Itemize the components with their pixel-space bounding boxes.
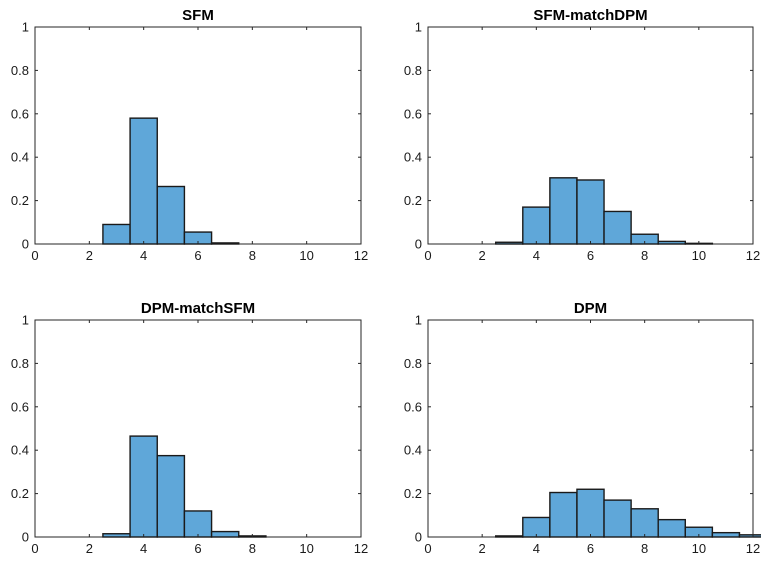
histogram-bar	[183, 510, 213, 538]
histogram-bar	[210, 530, 240, 538]
y-tick-label: 0.8	[404, 63, 422, 78]
y-tick-label: 1	[22, 313, 29, 328]
x-tick-label: 4	[140, 541, 147, 556]
panel-title: SFM-matchDPM	[533, 7, 647, 24]
histogram-bar	[210, 242, 240, 245]
x-tick-label: 8	[249, 248, 256, 263]
x-tick-label: 12	[746, 248, 760, 263]
x-tick-label: 10	[299, 248, 313, 263]
x-tick-label: 2	[86, 248, 93, 263]
panel-title: DPM-matchSFM	[141, 300, 255, 317]
histogram-bar	[549, 491, 578, 538]
histogram-bar	[603, 499, 632, 538]
y-tick-label: 0.8	[11, 356, 29, 371]
y-tick-label: 0.2	[404, 193, 422, 208]
y-tick-label: 0.4	[404, 150, 422, 165]
histogram-bar	[129, 435, 158, 538]
panel-title: SFM	[182, 7, 214, 24]
histogram-bar	[102, 223, 131, 245]
x-tick-label: 12	[354, 541, 368, 556]
histogram-bar	[495, 241, 524, 245]
histogram-bar	[102, 533, 131, 538]
histogram-bar	[549, 177, 578, 245]
y-tick-label: 1	[415, 20, 422, 35]
x-tick-label: 4	[533, 541, 540, 556]
panel-sfm: 0 2 4 6 8 10 12 0 0.2 0.4 0.6 0.8 1 SFM	[11, 7, 368, 263]
x-tick-label: 2	[86, 541, 93, 556]
x-tick-label: 0	[424, 248, 431, 263]
x-tick-label: 8	[249, 541, 256, 556]
panel-dpm-matchsfm: 0 2 4 6 8 10 12 0 0.2 0.4 0.6 0.8 1 DPM-matchSFM	[11, 300, 368, 556]
y-tick-label: 0.8	[11, 63, 29, 78]
histogram-bar	[657, 240, 686, 245]
y-tick-label: 0.2	[11, 193, 29, 208]
histogram-bar	[156, 185, 186, 245]
y-tick-label: 1	[415, 313, 422, 328]
y-tick-label: 0.4	[404, 443, 422, 458]
axes-frame	[34, 319, 362, 538]
x-tick-label: 0	[424, 541, 431, 556]
y-tick-label: 1	[22, 20, 29, 35]
y-tick-label: 0.6	[404, 106, 422, 121]
y-tick-label: 0.2	[11, 486, 29, 501]
x-tick-label: 8	[641, 248, 648, 263]
x-tick-label: 6	[194, 541, 201, 556]
axes-frame	[34, 26, 362, 245]
histogram-bar	[495, 535, 524, 538]
x-tick-label: 2	[479, 248, 486, 263]
y-tick-label: 0.4	[11, 443, 29, 458]
x-tick-label: 12	[354, 248, 368, 263]
x-tick-label: 6	[194, 248, 201, 263]
y-tick-label: 0	[22, 530, 29, 545]
x-tick-label: 2	[479, 541, 486, 556]
x-tick-label: 6	[587, 248, 594, 263]
x-tick-label: 6	[587, 541, 594, 556]
histogram-bar	[630, 508, 659, 538]
panel-dpm: 0 2 4 6 8 10 12 0 0.2 0.4 0.6 0.8 1 DPM	[404, 300, 761, 556]
y-tick-label: 0.4	[11, 150, 29, 165]
x-tick-label: 4	[140, 248, 147, 263]
y-tick-label: 0	[22, 237, 29, 252]
x-tick-label: 10	[692, 541, 706, 556]
y-tick-label: 0.6	[11, 106, 29, 121]
panel-title: DPM	[574, 300, 607, 317]
x-tick-label: 0	[31, 541, 38, 556]
panel-sfm-matchdpm: 0 2 4 6 8 10 12 0 0.2 0.4 0.6 0.8 1 SFM-matchDPM	[404, 7, 760, 263]
histogram-bar	[711, 531, 741, 538]
y-tick-label: 0.2	[404, 486, 422, 501]
x-tick-label: 10	[692, 248, 706, 263]
y-tick-label: 0	[415, 237, 422, 252]
histogram-bar	[603, 210, 632, 245]
x-tick-label: 8	[641, 541, 648, 556]
y-tick-label: 0.8	[404, 356, 422, 371]
y-tick-label: 0.6	[404, 399, 422, 414]
histogram-bar	[156, 454, 186, 538]
x-tick-label: 10	[299, 541, 313, 556]
x-tick-label: 4	[533, 248, 540, 263]
histogram-bar	[657, 518, 686, 538]
histogram-bar	[522, 206, 551, 245]
y-tick-label: 0	[415, 530, 422, 545]
y-tick-label: 0.6	[11, 399, 29, 414]
x-tick-label: 12	[746, 541, 760, 556]
histogram-bar	[576, 179, 605, 245]
x-tick-label: 0	[31, 248, 38, 263]
histogram-bar	[576, 488, 605, 538]
histogram-bar	[129, 117, 158, 245]
